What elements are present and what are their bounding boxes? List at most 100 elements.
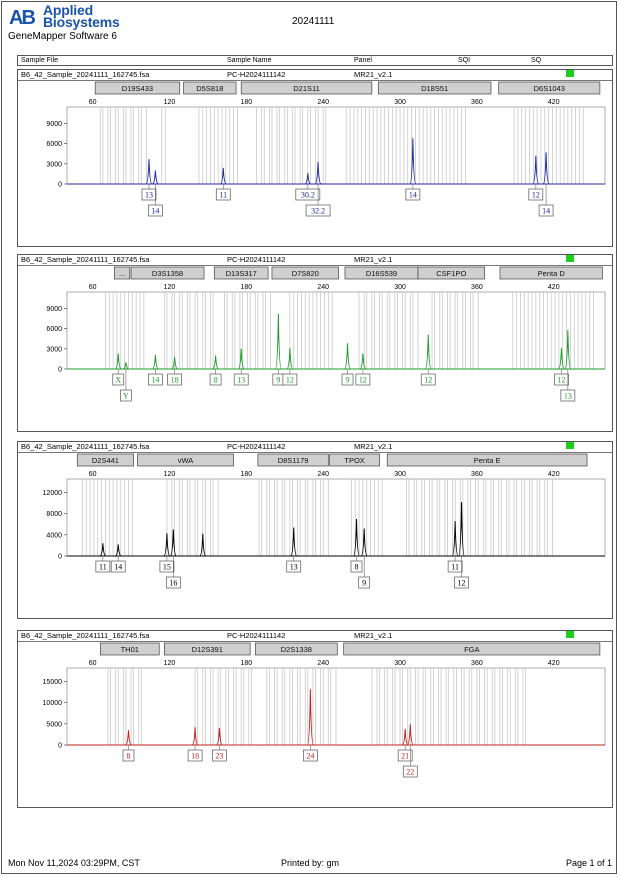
marker-label: D2S441 — [92, 456, 119, 465]
col-sqi: SQI — [458, 57, 471, 64]
allele-box — [402, 765, 418, 778]
col-panel: Panel — [354, 57, 372, 64]
panel-sample-name: PC-H2024111142 — [227, 631, 286, 640]
signal-peak — [558, 348, 565, 370]
plot-frame — [66, 106, 606, 185]
marker-bar — [499, 266, 603, 280]
allele-label: 8 — [126, 752, 130, 761]
allele-box — [341, 373, 354, 386]
signal-peak — [220, 167, 227, 185]
signal-peak — [125, 730, 132, 746]
marker-label: TPOX — [344, 456, 364, 465]
marker-label: D13S317 — [226, 269, 257, 278]
marker-bar — [240, 81, 373, 95]
quality-flag — [566, 442, 574, 449]
allele-box — [358, 576, 371, 589]
marker-bar — [386, 453, 588, 467]
allele-label: 24 — [306, 752, 314, 761]
y-tick-label: 9000 — [46, 306, 62, 313]
allele-box — [233, 373, 249, 386]
signal-peak — [407, 724, 414, 746]
x-tick-label: 300 — [394, 471, 406, 478]
signal-peak — [169, 529, 177, 557]
x-tick-label: 300 — [394, 99, 406, 106]
allele-label: 13 — [145, 191, 153, 200]
electropherogram-panel-red: B6_42_Sample_20241111_162745.fsa PC-H2024… — [17, 630, 613, 808]
col-sample-name: Sample Name — [227, 57, 272, 64]
signal-peak — [274, 313, 282, 370]
y-tick-label: 6000 — [46, 141, 62, 148]
allele-box — [305, 204, 331, 217]
x-tick-label: 60 — [89, 99, 97, 106]
allele-label: 14 — [151, 376, 159, 385]
electropherogram-chart: ... D3S1358 D13S317 D7S820 D16S539 CSF1PO Pent… — [46, 266, 606, 402]
allele-label: 12 — [359, 376, 367, 385]
allele-box — [560, 389, 576, 402]
y-tick-label: 4000 — [46, 532, 62, 539]
allele-box — [350, 560, 363, 573]
y-tick-label: 3000 — [46, 161, 62, 168]
quality-flag — [566, 70, 574, 77]
marker-bar — [329, 453, 380, 467]
allele-label: 21 — [401, 752, 409, 761]
panel-panel: MR21_v2.1 — [354, 70, 393, 79]
allele-label: 22 — [406, 768, 414, 777]
allele-label: 12 — [458, 579, 466, 588]
signal-peak — [352, 518, 360, 557]
x-tick-label: 360 — [471, 471, 483, 478]
marker-bar — [130, 266, 205, 280]
panel-sample-name: PC-H2024111142 — [227, 70, 286, 79]
allele-label: 16 — [169, 579, 177, 588]
x-tick-label: 180 — [240, 284, 252, 291]
x-tick-label: 120 — [164, 471, 176, 478]
allele-box — [420, 373, 436, 386]
y-tick-label: 15000 — [43, 679, 63, 686]
y-tick-label: 8000 — [46, 511, 62, 518]
col-sample-file: Sample File — [21, 57, 58, 64]
marker-label: D18S51 — [421, 84, 448, 93]
marker-bar — [94, 81, 181, 95]
marker-bar — [137, 453, 234, 467]
signal-peak — [191, 727, 199, 746]
x-tick-label: 240 — [317, 99, 329, 106]
marker-bar — [164, 642, 251, 656]
allele-box — [159, 560, 175, 573]
x-tick-label: 300 — [394, 284, 406, 291]
allele-box — [295, 188, 321, 201]
x-tick-label: 360 — [471, 99, 483, 106]
x-tick-label: 120 — [164, 660, 176, 667]
marker-label: ... — [119, 269, 125, 278]
allele-box — [215, 188, 231, 201]
marker-label: Penta D — [538, 269, 566, 278]
marker-bar — [271, 266, 339, 280]
marker-bar — [417, 266, 485, 280]
y-tick-label: 3000 — [46, 346, 62, 353]
y-tick-label: 9000 — [46, 121, 62, 128]
allele-box — [355, 373, 371, 386]
allele-box — [454, 576, 469, 589]
panel-sample-file: B6_42_Sample_20241111_162745.fsa — [21, 631, 150, 640]
allele-label: 8 — [354, 563, 358, 572]
panel-sample-name: PC-H2024111142 — [227, 442, 286, 451]
marker-label: TH01 — [121, 645, 139, 654]
x-tick-label: 420 — [548, 471, 560, 478]
signal-peak — [458, 502, 466, 557]
document-title: 20241111 — [292, 16, 335, 27]
signal-peak — [145, 159, 153, 185]
y-tick-label: 0 — [58, 743, 62, 750]
signal-peak — [286, 348, 294, 370]
panel-sample-file: B6_42_Sample_20241111_162745.fsa — [21, 255, 150, 264]
signal-peak — [216, 728, 223, 746]
signal-peak — [122, 362, 130, 370]
signal-peak — [314, 161, 322, 185]
allele-label: 12 — [286, 376, 294, 385]
x-tick-label: 300 — [394, 660, 406, 667]
allele-box — [167, 373, 182, 386]
y-tick-label: 0 — [58, 182, 62, 189]
signal-peak — [290, 527, 298, 557]
logo-mark-text: AB — [9, 7, 35, 28]
signal-peak — [409, 138, 417, 185]
column-header-bar: Sample File Sample Name Panel SQI SQ — [17, 55, 613, 66]
